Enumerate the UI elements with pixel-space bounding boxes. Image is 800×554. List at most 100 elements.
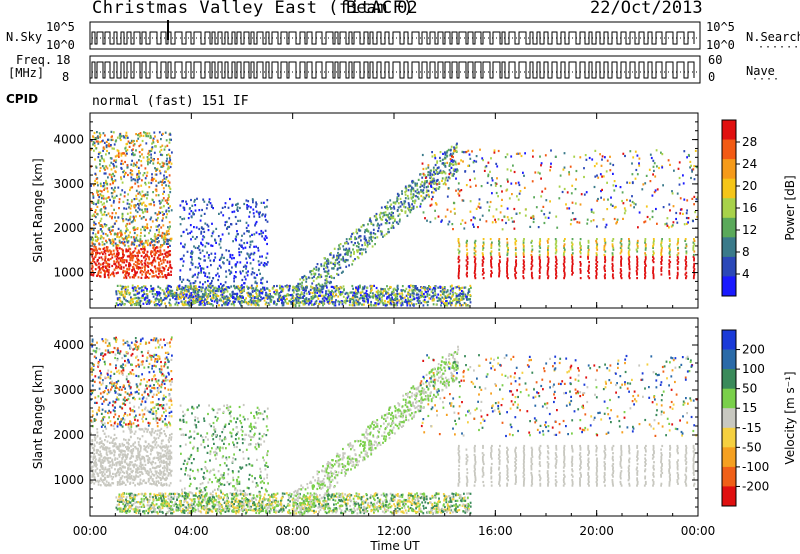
heatmap-cell <box>444 179 447 182</box>
heatmap-cell <box>246 206 248 209</box>
heatmap-cell <box>129 256 132 259</box>
heatmap-cell <box>366 245 369 248</box>
heatmap-cell <box>335 288 338 291</box>
heatmap-cell <box>97 231 99 234</box>
heatmap-cell <box>604 241 607 244</box>
heatmap-cell <box>364 294 367 297</box>
heatmap-cell <box>449 292 452 295</box>
heatmap-cell <box>122 258 124 261</box>
heatmap-cell <box>297 286 300 289</box>
heatmap-cell <box>117 262 120 265</box>
heatmap-cell <box>342 270 344 273</box>
heatmap-cell <box>104 168 106 171</box>
heatmap-cell <box>400 296 402 299</box>
heatmap-cell <box>214 239 217 242</box>
heatmap-cell <box>211 244 214 247</box>
heatmap-cell <box>242 296 244 299</box>
heatmap-cell <box>437 172 439 175</box>
heatmap-cell <box>165 216 168 219</box>
heatmap-cell <box>121 260 124 263</box>
heatmap-cell <box>434 163 437 167</box>
heatmap-cell <box>458 252 460 255</box>
heatmap-cell <box>636 271 638 274</box>
heatmap-cell <box>195 226 198 229</box>
heatmap-cell <box>563 259 566 262</box>
heatmap-cell <box>160 201 162 204</box>
heatmap-cell <box>241 301 243 304</box>
heatmap-cell <box>368 219 371 222</box>
heatmap-cell <box>133 240 136 244</box>
heatmap-cell <box>372 224 375 227</box>
heatmap-cell <box>295 293 298 296</box>
heatmap-cell <box>165 287 167 290</box>
heatmap-cell <box>135 272 138 275</box>
heatmap-cell <box>506 252 509 255</box>
heatmap-cell <box>438 182 441 185</box>
heatmap-cell <box>182 230 185 233</box>
heatmap-cell <box>244 246 247 249</box>
heatmap-cell <box>223 290 226 293</box>
heatmap-cell <box>193 213 195 216</box>
heatmap-cell <box>195 299 197 302</box>
nsky-panel-frame <box>89 21 701 50</box>
heatmap-cell <box>587 245 590 248</box>
heatmap-cell <box>125 290 127 294</box>
heatmap-cell <box>220 256 223 259</box>
heatmap-cell <box>588 264 590 267</box>
heatmap-cell <box>380 223 383 226</box>
heatmap-cell <box>434 188 436 191</box>
heatmap-cell <box>474 277 477 280</box>
heatmap-cell <box>201 293 204 296</box>
heatmap-cell <box>115 194 118 197</box>
heatmap-cell <box>248 215 251 218</box>
heatmap-cell <box>453 159 455 162</box>
heatmap-cell <box>208 254 210 257</box>
heatmap-cell <box>183 217 186 220</box>
heatmap-cell <box>449 162 451 165</box>
heatmap-cell <box>118 201 121 204</box>
heatmap-cell <box>132 178 135 181</box>
heatmap-cell <box>165 231 168 234</box>
heatmap-cell <box>660 241 663 244</box>
heatmap-cell <box>441 179 443 182</box>
heatmap-cell <box>514 252 517 255</box>
heatmap-cell <box>334 259 337 262</box>
heatmap-cell <box>177 293 180 296</box>
heatmap-cell <box>131 242 134 245</box>
heatmap-cell <box>146 271 148 274</box>
heatmap-cell <box>160 297 162 300</box>
heatmap-cell <box>148 153 150 156</box>
heatmap-cell <box>132 164 135 167</box>
heatmap-cell <box>429 172 432 175</box>
heatmap-cell <box>186 278 189 281</box>
heatmap-cell <box>247 200 250 203</box>
heatmap-cell <box>185 228 188 231</box>
heatmap-cell <box>636 273 638 276</box>
heatmap-cell <box>406 194 409 198</box>
heatmap-cell <box>693 257 695 260</box>
heatmap-cell <box>105 233 107 236</box>
heatmap-cell <box>141 190 144 193</box>
heatmap-cell <box>554 255 557 258</box>
heatmap-cell <box>595 255 598 258</box>
heatmap-cell <box>212 296 215 299</box>
heatmap-cell <box>392 221 394 224</box>
heatmap-cell <box>150 203 152 206</box>
heatmap-cell <box>386 285 388 288</box>
heatmap-cell <box>364 229 367 232</box>
heatmap-cell <box>187 288 190 291</box>
heatmap-cell <box>113 180 116 183</box>
heatmap-cell <box>293 286 296 289</box>
heatmap-cell <box>644 245 647 248</box>
heatmap-cell <box>295 289 298 293</box>
heatmap-cell <box>224 221 227 224</box>
heatmap-cell <box>444 302 446 305</box>
heatmap-cell <box>403 296 406 299</box>
heatmap-cell <box>281 302 283 305</box>
heatmap-cell <box>339 301 342 304</box>
heatmap-cell <box>108 265 111 268</box>
heatmap-cell <box>142 194 145 197</box>
heatmap-cell <box>110 161 113 164</box>
heatmap-cell <box>168 195 170 198</box>
heatmap-cell <box>106 144 109 147</box>
